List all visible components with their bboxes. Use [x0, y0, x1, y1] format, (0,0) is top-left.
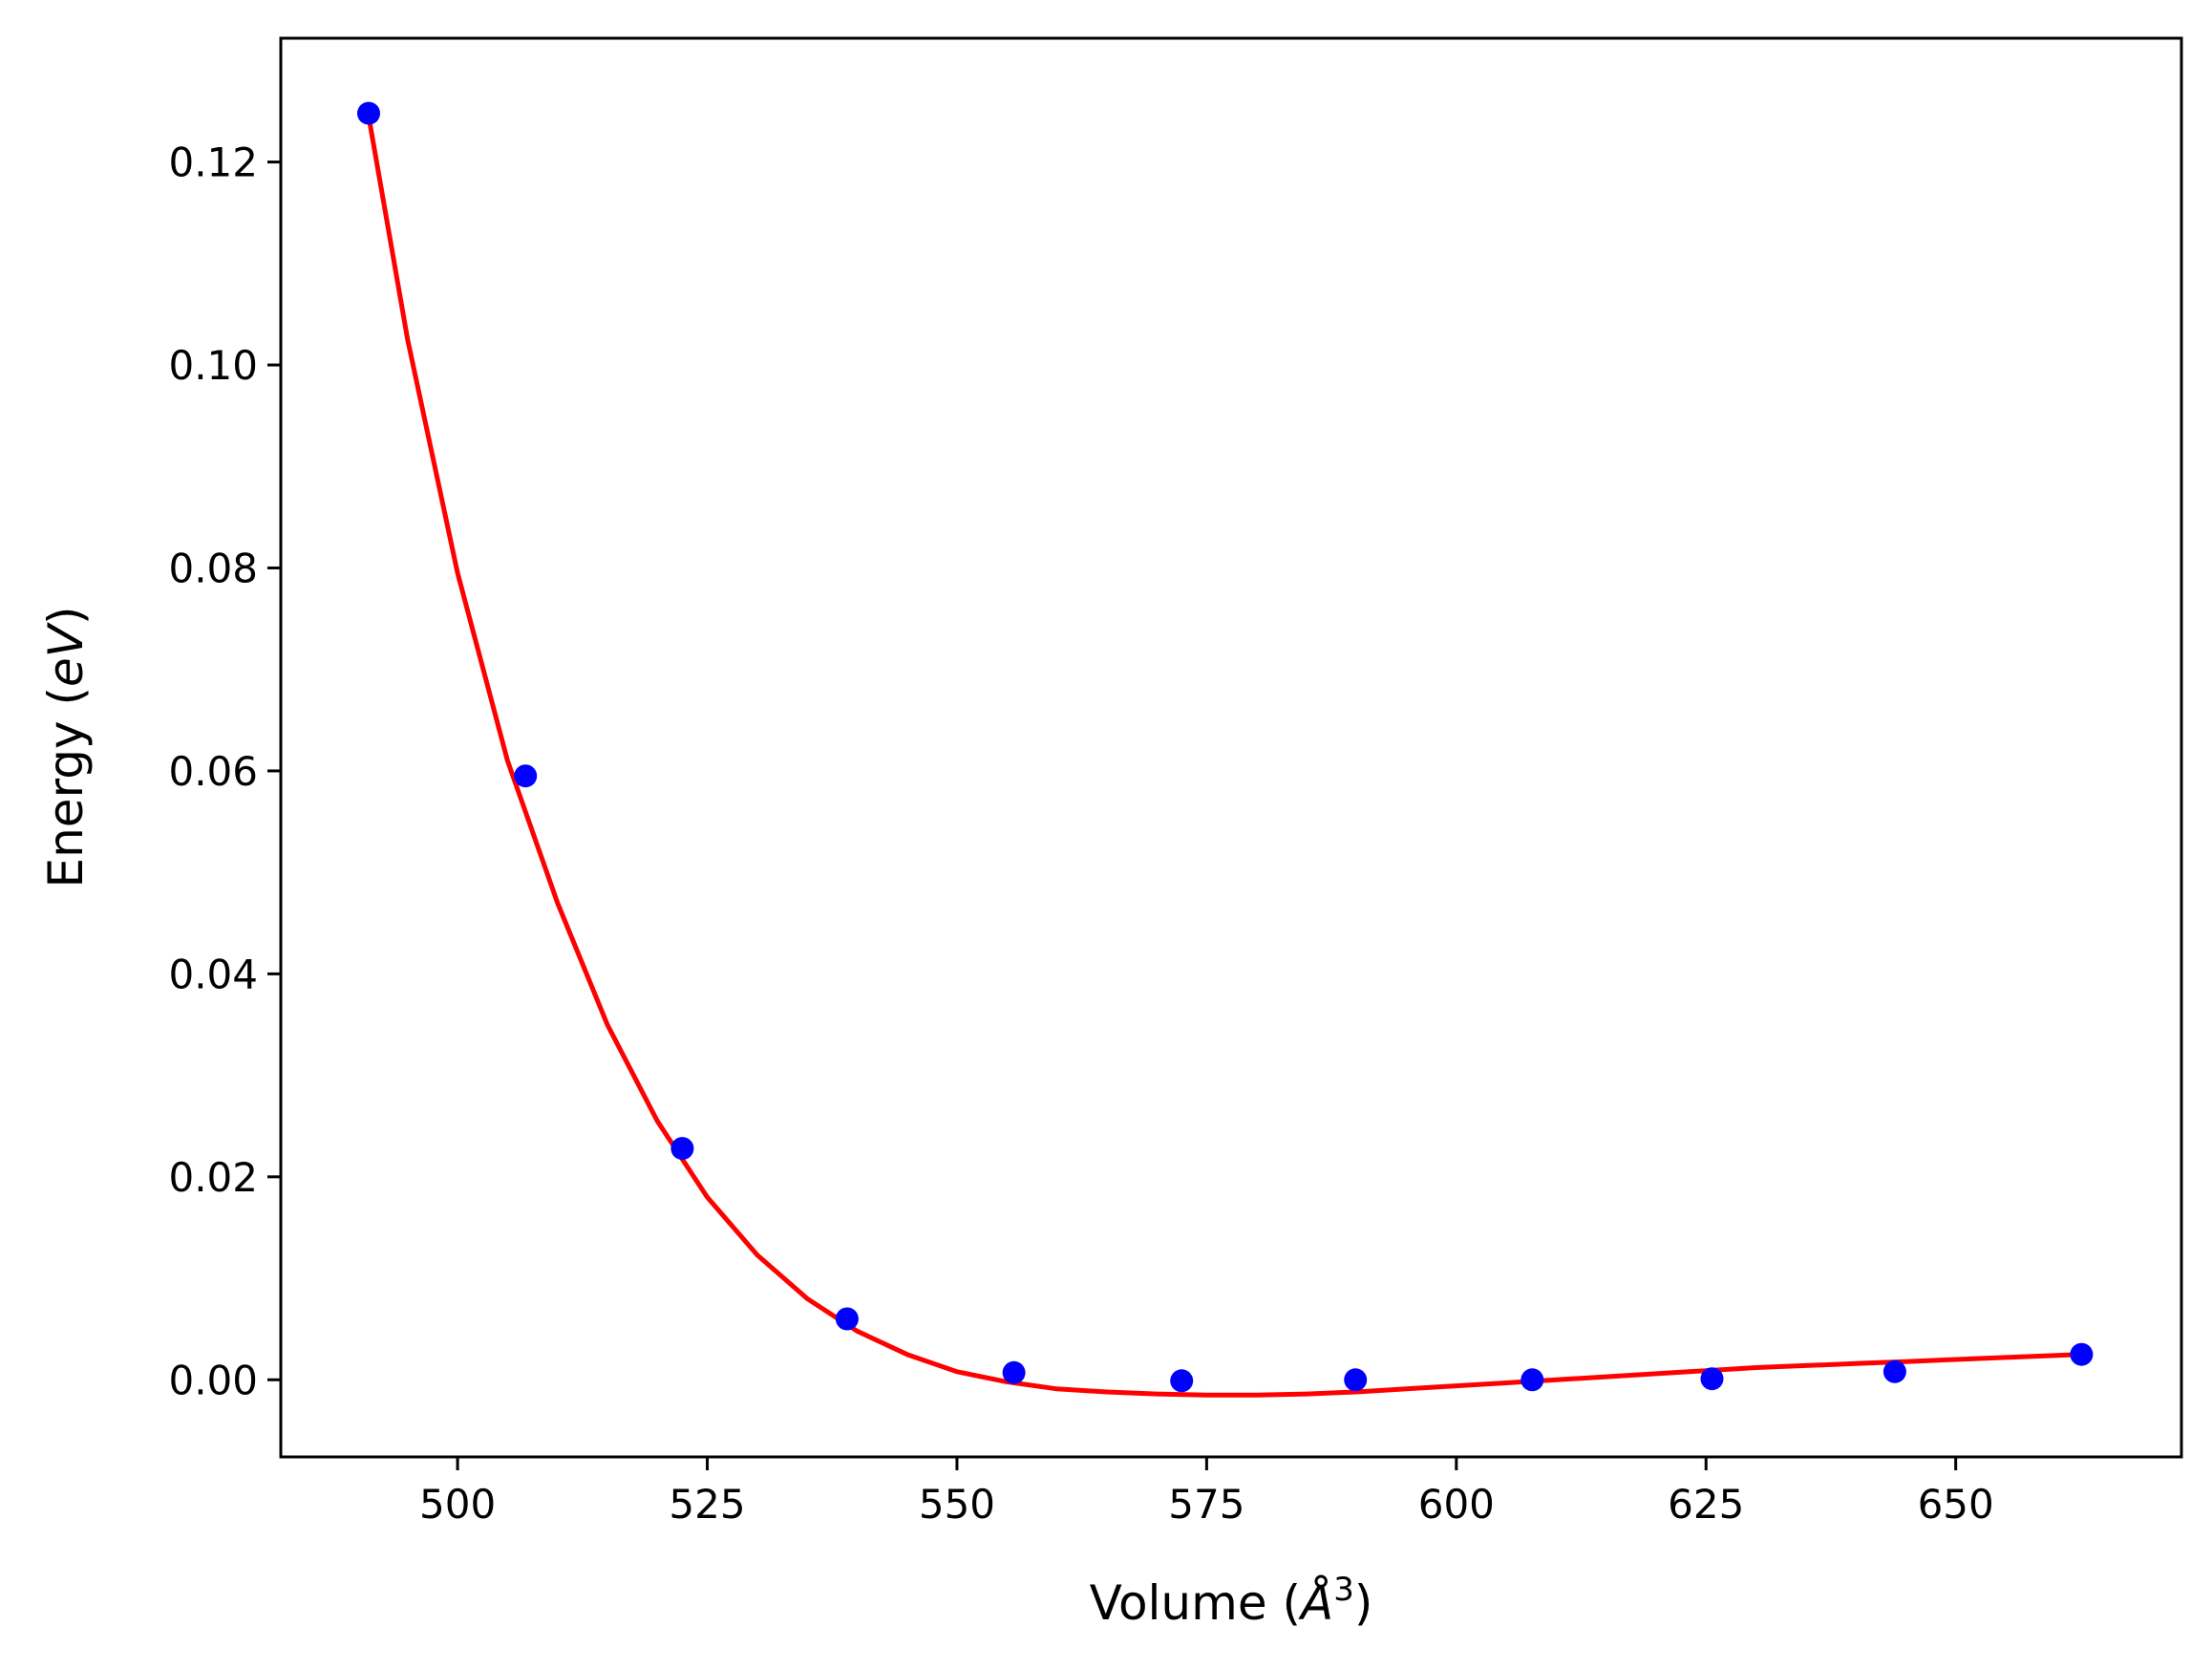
- fit-curve: [366, 116, 2082, 1398]
- data-point: [1521, 1368, 1544, 1392]
- x-tick-label: 575: [1168, 1481, 1244, 1528]
- y-axis-label: Energy (eV): [38, 607, 94, 888]
- x-tick-label: 625: [1668, 1481, 1744, 1528]
- x-tick-label: 500: [419, 1481, 496, 1528]
- data-point: [835, 1307, 859, 1331]
- x-axis-ticks: 500 525 550 575 600 625 650: [419, 1457, 1994, 1528]
- x-axis-label: Volume (Å3): [1090, 1571, 1373, 1631]
- data-points-layer: [357, 101, 2094, 1393]
- y-tick-label: 0.02: [168, 1154, 258, 1201]
- x-tick-label: 650: [1918, 1481, 1994, 1528]
- data-point: [1002, 1360, 1026, 1384]
- x-tick-label: 525: [669, 1481, 745, 1528]
- data-point: [1344, 1368, 1368, 1392]
- y-tick-label: 0.08: [168, 545, 258, 591]
- fit-curve-layer: [366, 116, 2082, 1398]
- data-point: [1170, 1369, 1194, 1393]
- data-point: [514, 764, 538, 788]
- data-point: [357, 101, 380, 125]
- plot-frame: [279, 36, 2183, 1459]
- x-tick-label: 550: [919, 1481, 995, 1528]
- y-tick-label: 0.04: [168, 951, 258, 997]
- data-point: [1882, 1359, 1906, 1383]
- y-tick-label: 0.06: [168, 748, 258, 795]
- data-point: [2070, 1342, 2094, 1366]
- y-tick-label: 0.00: [168, 1357, 258, 1403]
- y-axis-ticks: 0.00 0.02 0.04 0.06 0.08 0.10 0.12: [168, 139, 281, 1403]
- x-tick-label: 600: [1418, 1481, 1495, 1528]
- y-tick-label: 0.12: [168, 139, 258, 186]
- data-point: [1700, 1367, 1724, 1391]
- y-tick-label: 0.10: [168, 342, 258, 389]
- data-point: [670, 1137, 694, 1161]
- plot-area: [281, 38, 2181, 1457]
